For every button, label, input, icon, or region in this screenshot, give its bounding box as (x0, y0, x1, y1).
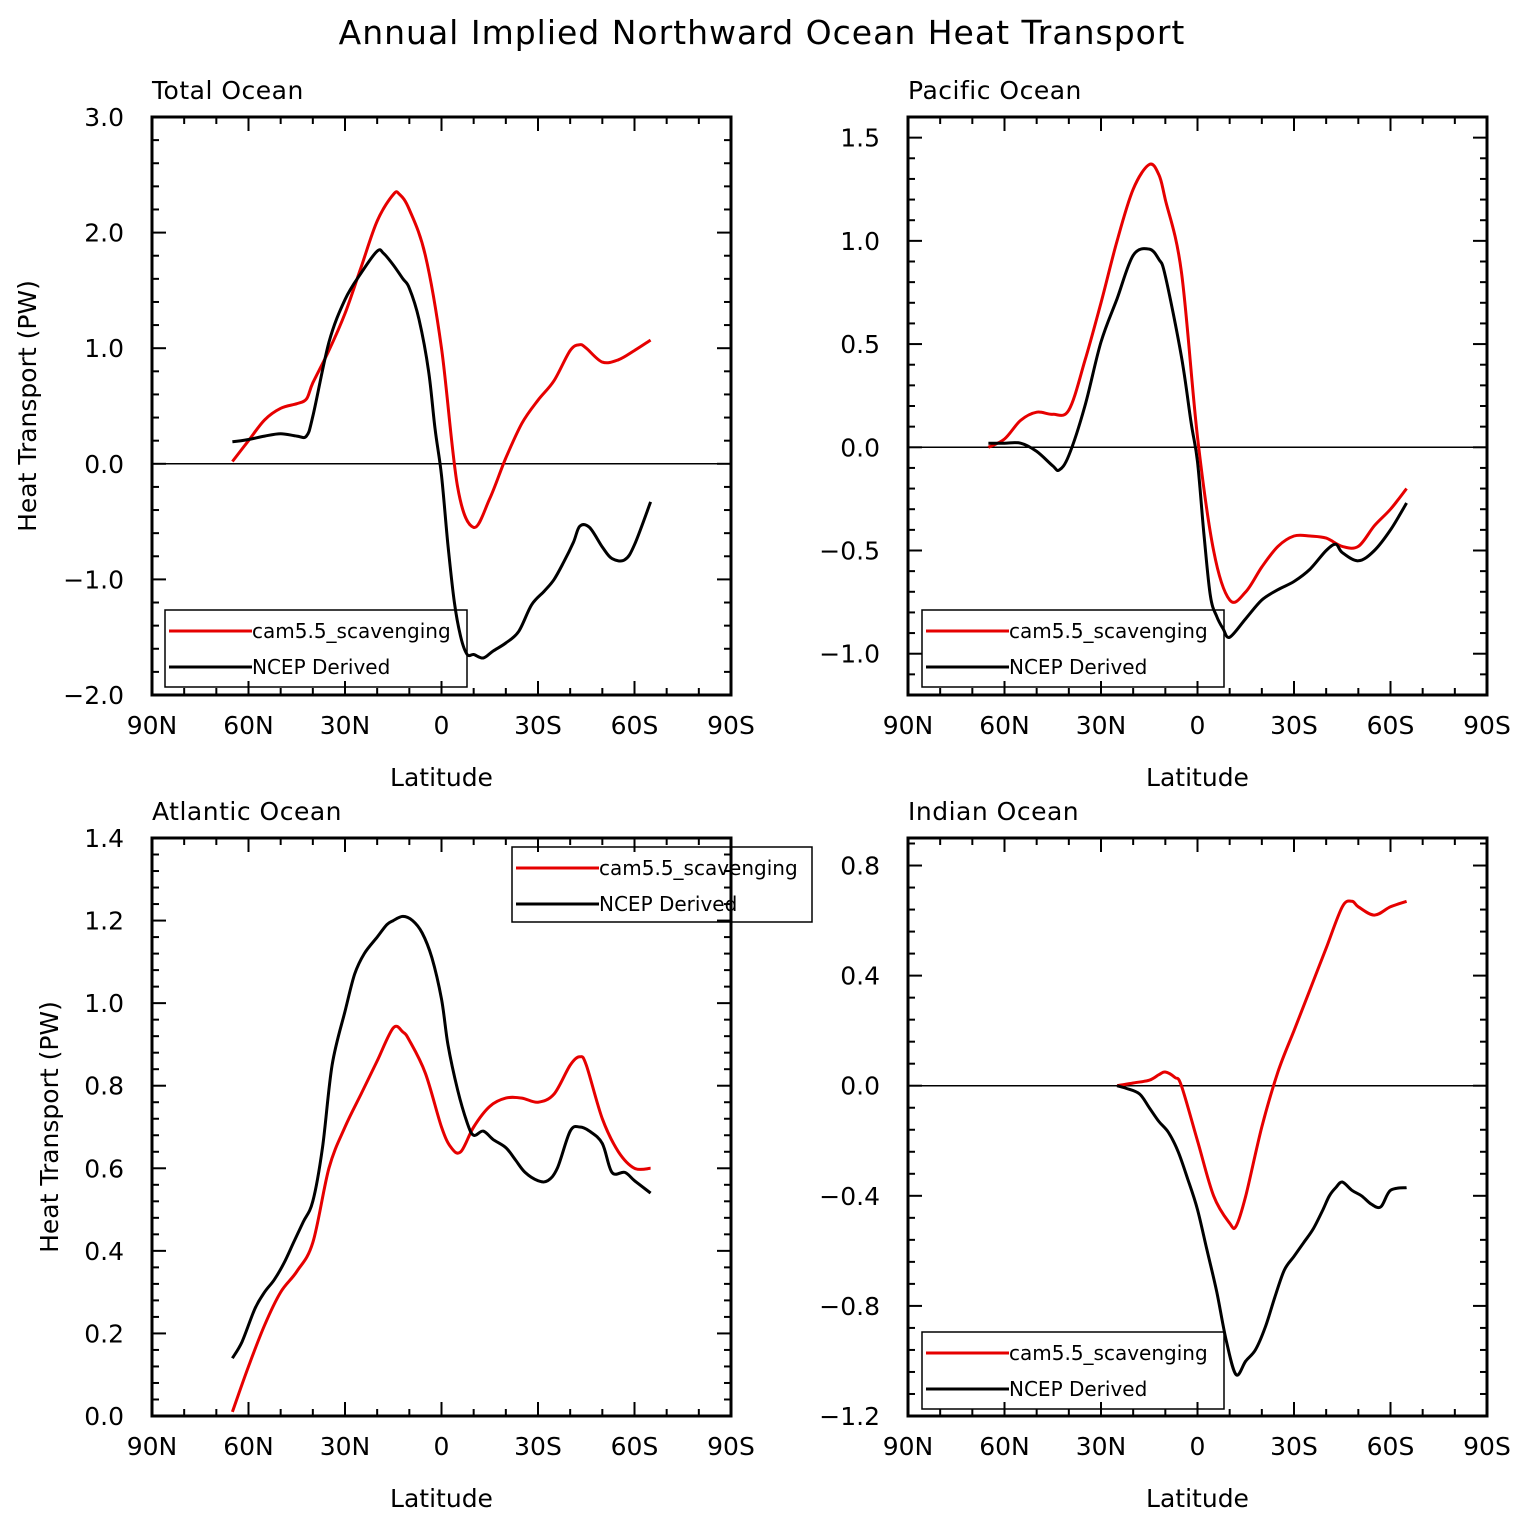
x-axis-label: Latitude (1146, 763, 1249, 792)
plot-frame (906, 115, 1489, 697)
y-tick-label: 0.0 (84, 450, 124, 479)
legend-label-ncep-derived: NCEP Derived (1009, 1377, 1147, 1401)
y-axis-label: Heat Transport (PW) (13, 280, 42, 532)
y-tick-label: 0.8 (840, 852, 880, 881)
panel-title: Pacific Ocean (908, 76, 1082, 105)
series-line-ncep-derived (232, 248, 653, 660)
x-tick-label: 60N (979, 1432, 1030, 1461)
plot-frame (150, 115, 733, 697)
legend: cam5.5_scavenging NCEP Derived (921, 609, 1225, 688)
y-tick-label: −0.8 (819, 1292, 880, 1321)
y-tick-label: 0.0 (84, 1402, 124, 1431)
y-tick-label: −1.0 (819, 640, 880, 669)
figure-title: Annual Implied Northward Ocean Heat Tran… (339, 13, 1186, 52)
panel-title: Total Ocean (151, 76, 304, 105)
x-tick-label: 0 (1190, 711, 1206, 740)
x-tick-label: 30N (1076, 1432, 1127, 1461)
legend-label-cam5-5-scavenging: cam5.5_scavenging (599, 856, 798, 880)
y-tick-label: −0.4 (819, 1182, 880, 1211)
x-tick-label: 60S (611, 1432, 659, 1461)
y-tick-label: 1.0 (840, 227, 880, 256)
y-tick-label: 1.2 (84, 907, 124, 936)
legend-box (921, 609, 1225, 688)
series-line-ncep-derived (988, 247, 1408, 639)
series-line-cam5-5-scavenging (987, 162, 1408, 604)
x-tick-label: 60N (223, 711, 274, 740)
legend-label-ncep-derived: NCEP Derived (1009, 655, 1147, 679)
series-line-cam5-5-scavenging (230, 1024, 651, 1413)
y-tick-label: 0.0 (840, 433, 880, 462)
y-tick-label: 1.5 (840, 124, 880, 153)
legend-label-ncep-derived: NCEP Derived (599, 892, 737, 916)
y-tick-label: 0.2 (84, 1319, 124, 1348)
series-line-ncep-derived (231, 914, 652, 1359)
y-tick-label: 0.4 (840, 962, 880, 991)
series-line-ncep-derived (1116, 1084, 1407, 1377)
y-tick-label: 0.0 (840, 1072, 880, 1101)
legend-box (511, 846, 813, 923)
legend: cam5.5_scavenging NCEP Derived (511, 846, 813, 923)
x-tick-label: 90S (1463, 711, 1511, 740)
x-tick-label: 90N (127, 711, 178, 740)
x-tick-label: 30N (320, 711, 371, 740)
x-tick-label: 30S (514, 711, 562, 740)
x-tick-label: 60S (1367, 711, 1415, 740)
y-tick-label: −2.0 (63, 681, 124, 710)
x-tick-label: 60S (611, 711, 659, 740)
y-axis-label: Heat Transport (PW) (35, 1001, 64, 1253)
y-tick-label: 0.8 (84, 1072, 124, 1101)
x-tick-label: 30S (1270, 711, 1318, 740)
x-axis-label: Latitude (390, 763, 493, 792)
y-tick-label: 1.0 (84, 989, 124, 1018)
x-tick-label: 60S (1367, 1432, 1415, 1461)
plot-frame (906, 836, 1489, 1418)
panel-pacific-ocean: Pacific Ocean 90N 60N 30N 0 30S 60S 90S −1.0 −0.5… (819, 76, 1511, 792)
x-tick-label: 90S (707, 711, 755, 740)
x-tick-label: 0 (434, 1432, 450, 1461)
x-axis-label: Latitude (1146, 1484, 1249, 1513)
x-tick-label: 90N (883, 711, 934, 740)
y-tick-label: −1.0 (63, 565, 124, 594)
x-tick-label: 30N (320, 1432, 371, 1461)
x-tick-label: 0 (1190, 1432, 1206, 1461)
legend-label-cam5-5-scavenging: cam5.5_scavenging (1009, 1341, 1208, 1365)
legend-label-ncep-derived: NCEP Derived (252, 655, 390, 679)
x-tick-label: 30S (1270, 1432, 1318, 1461)
y-tick-label: 0.6 (84, 1154, 124, 1183)
y-tick-label: 0.4 (84, 1237, 124, 1266)
x-tick-label: 30N (1076, 711, 1127, 740)
x-tick-label: 90N (883, 1432, 934, 1461)
legend-box (164, 609, 468, 688)
panel-title: Indian Ocean (908, 797, 1079, 826)
x-tick-label: 90S (707, 1432, 755, 1461)
legend-label-cam5-5-scavenging: cam5.5_scavenging (1009, 619, 1208, 643)
panel-atlantic-ocean: Atlantic Ocean 90N 60N 30N 0 30S 60S 90S 0.0 0.2 0… (35, 797, 813, 1513)
panel-indian-ocean: Indian Ocean 90N 60N 30N 0 30S 60S 90S −1.2 −0.8 −… (819, 797, 1511, 1513)
x-tick-label: 30S (514, 1432, 562, 1461)
series-line-cam5-5-scavenging (1116, 899, 1408, 1231)
y-tick-label: −0.5 (819, 537, 880, 566)
panel-title: Atlantic Ocean (152, 797, 342, 826)
x-tick-label: 60N (979, 711, 1030, 740)
x-axis-label: Latitude (390, 1484, 493, 1513)
legend: cam5.5_scavenging NCEP Derived (164, 609, 468, 688)
legend-label-cam5-5-scavenging: cam5.5_scavenging (252, 619, 451, 643)
y-tick-label: 1.4 (84, 824, 124, 853)
x-tick-label: 90N (127, 1432, 178, 1461)
y-tick-label: 1.0 (84, 334, 124, 363)
y-tick-label: 3.0 (84, 103, 124, 132)
series-line-cam5-5-scavenging (231, 190, 652, 529)
y-tick-label: 0.5 (840, 330, 880, 359)
legend: cam5.5_scavenging NCEP Derived (921, 1331, 1225, 1410)
x-tick-label: 90S (1463, 1432, 1511, 1461)
y-tick-label: 2.0 (84, 219, 124, 248)
panel-total-ocean: Total Ocean 90N 60N 30N 0 30S 60S 90S −2.0 −1.0 0.… (13, 76, 755, 792)
plot-frame (150, 836, 733, 1418)
legend-box (921, 1331, 1225, 1410)
y-tick-label: −1.2 (819, 1402, 880, 1431)
x-tick-label: 0 (434, 711, 450, 740)
x-tick-label: 60N (223, 1432, 274, 1461)
